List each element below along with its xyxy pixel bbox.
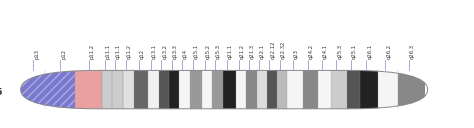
Bar bbox=[256, 70, 267, 109]
Bar bbox=[331, 70, 347, 109]
Text: q24.2: q24.2 bbox=[309, 44, 314, 59]
Text: p11.1: p11.1 bbox=[106, 44, 110, 59]
Bar bbox=[303, 70, 319, 109]
Text: q22.1: q22.1 bbox=[260, 44, 265, 59]
Text: p13: p13 bbox=[34, 49, 39, 59]
Text: q15.2: q15.2 bbox=[206, 44, 210, 59]
Bar bbox=[134, 70, 148, 109]
Text: q21.2: q21.2 bbox=[239, 44, 245, 59]
Text: q13.1: q13.1 bbox=[152, 44, 157, 59]
Bar bbox=[246, 70, 256, 109]
Text: q13.2: q13.2 bbox=[162, 44, 167, 59]
Bar bbox=[277, 70, 288, 109]
FancyBboxPatch shape bbox=[20, 70, 428, 109]
Text: q11.1: q11.1 bbox=[116, 44, 121, 59]
Bar bbox=[102, 70, 112, 109]
Text: q25.1: q25.1 bbox=[352, 44, 357, 59]
Text: q14: q14 bbox=[183, 49, 188, 59]
Bar bbox=[112, 70, 123, 109]
Bar bbox=[236, 70, 246, 109]
Text: q12: q12 bbox=[140, 49, 145, 59]
Bar bbox=[212, 70, 223, 109]
Bar bbox=[347, 70, 360, 109]
Text: q24.1: q24.1 bbox=[323, 44, 328, 59]
Bar bbox=[123, 70, 134, 109]
Text: q23: q23 bbox=[294, 49, 299, 59]
Text: q25.3: q25.3 bbox=[337, 44, 343, 59]
Text: q22.12: q22.12 bbox=[271, 40, 275, 59]
Bar bbox=[75, 70, 102, 109]
Bar bbox=[202, 70, 212, 109]
Text: q21.1: q21.1 bbox=[228, 44, 233, 59]
Bar bbox=[20, 70, 46, 109]
Bar bbox=[267, 70, 277, 109]
Text: q26.1: q26.1 bbox=[367, 44, 373, 59]
Text: q15.1: q15.1 bbox=[194, 44, 199, 59]
Text: p11.2: p11.2 bbox=[90, 44, 95, 59]
Text: q21.3: q21.3 bbox=[250, 44, 255, 59]
Bar bbox=[179, 70, 190, 109]
Bar bbox=[148, 70, 159, 109]
Text: 15: 15 bbox=[0, 88, 2, 97]
Text: p12: p12 bbox=[61, 49, 66, 59]
Text: q11.2: q11.2 bbox=[127, 44, 132, 59]
Bar bbox=[159, 70, 169, 109]
Bar bbox=[169, 70, 179, 109]
Bar bbox=[46, 70, 75, 109]
Text: q13.3: q13.3 bbox=[173, 44, 178, 59]
Bar bbox=[190, 70, 202, 109]
Text: q15.3: q15.3 bbox=[216, 44, 221, 59]
Text: q22.32: q22.32 bbox=[281, 40, 286, 59]
Bar bbox=[398, 70, 425, 109]
Bar bbox=[378, 70, 398, 109]
Text: q26.2: q26.2 bbox=[386, 44, 392, 59]
Bar bbox=[288, 70, 303, 109]
Bar bbox=[223, 70, 236, 109]
Text: q26.3: q26.3 bbox=[410, 44, 415, 59]
Bar bbox=[46, 70, 75, 109]
Bar bbox=[20, 70, 46, 109]
Bar bbox=[319, 70, 331, 109]
Bar bbox=[360, 70, 378, 109]
